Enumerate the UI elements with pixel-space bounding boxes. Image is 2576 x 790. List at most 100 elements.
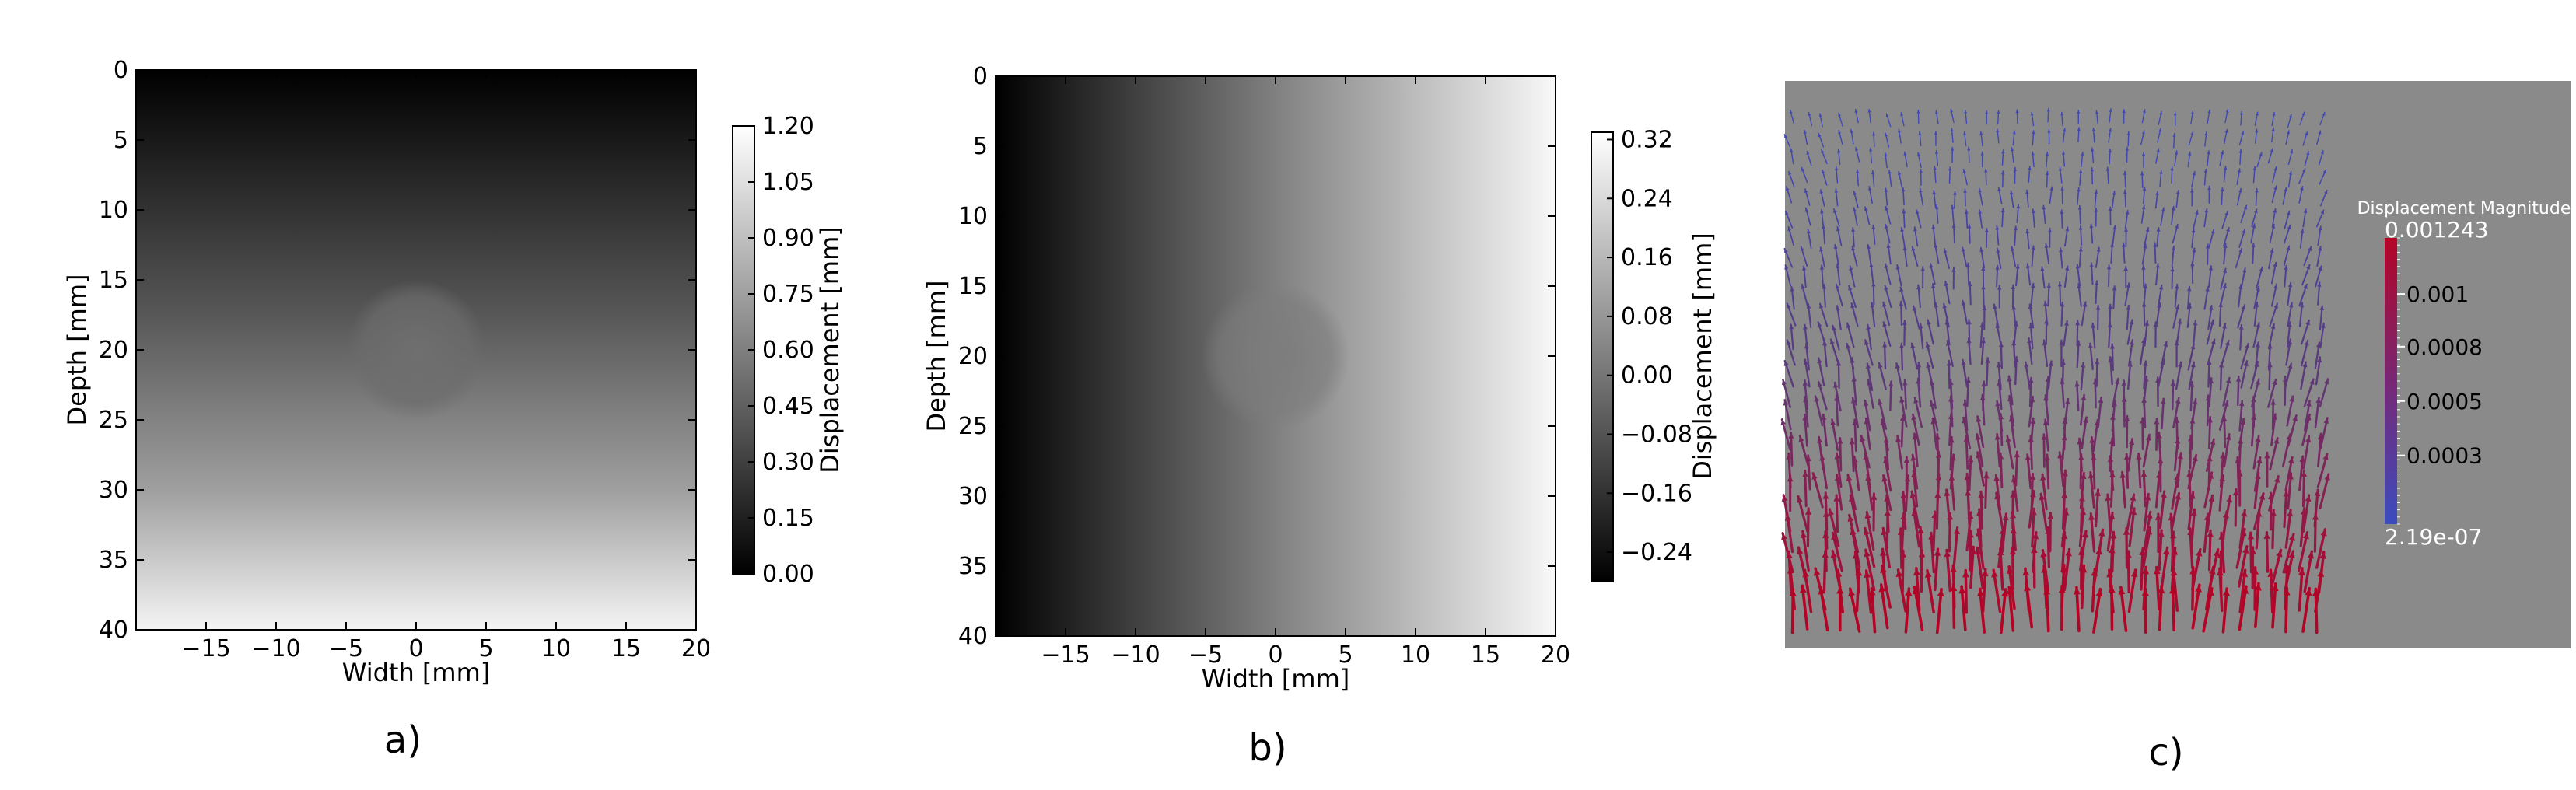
vector-arrowhead	[2010, 147, 2014, 152]
vector-arrowhead	[1962, 169, 1966, 173]
axis-a-xtick-label: 20	[681, 635, 711, 662]
vector-arrowhead	[1797, 496, 1803, 503]
panel-label-c: c)	[2148, 731, 2183, 774]
vector-arrow	[2039, 492, 2048, 531]
vector-arrowhead	[2127, 362, 2133, 367]
vector-arrowhead	[2091, 323, 2096, 328]
vector-arrow	[2237, 545, 2249, 588]
vector-arrowhead	[1822, 551, 1829, 558]
vector-arrowhead	[1848, 589, 1856, 596]
vector-arrowhead	[2046, 283, 2052, 288]
vector-arrow	[2158, 529, 2163, 572]
vector-arrowhead	[2159, 170, 2163, 174]
vector-arrowhead	[2305, 588, 2312, 596]
vector-arrow	[2301, 586, 2311, 633]
vector-arrow	[1910, 490, 1920, 529]
vector-arrowhead	[1819, 265, 1825, 270]
vector-arrowhead	[2287, 473, 2294, 480]
colorbar-a-tick-label: 1.20	[762, 113, 814, 140]
vector-arrowhead	[2276, 550, 2283, 558]
vector-arrowhead	[1916, 152, 1921, 156]
vector-arrowhead	[1998, 342, 2004, 348]
vector-arrowhead	[2079, 495, 2085, 502]
vector-arrowhead	[2222, 589, 2230, 596]
vector-arrowhead	[2009, 547, 2017, 555]
vector-arrowhead	[1878, 362, 1883, 369]
colorbar-a-tick-label: 0.30	[762, 449, 814, 476]
vector-arrowhead	[1852, 551, 1860, 559]
vector-arrowhead	[1788, 171, 1792, 176]
vector-arrowhead	[2191, 229, 2196, 233]
vector-arrowhead	[2094, 281, 2099, 285]
vector-arrowhead	[2096, 247, 2101, 252]
vector-arrowhead	[2267, 344, 2273, 349]
vector-arrowhead	[1899, 287, 1904, 292]
vector-arrowhead	[1864, 570, 1871, 579]
vector-arrowhead	[2205, 244, 2210, 249]
vector-arrowhead	[2320, 210, 2325, 215]
vector-arrowhead	[1997, 453, 2004, 460]
vector-arrowhead	[2283, 490, 2290, 497]
vector-arrow	[2271, 582, 2277, 629]
vector-arrowhead	[1822, 531, 1829, 538]
colorbar-ticks-b: −0.24 −0.16 −0.08 0.00 0.08 0.16 0.24 0.32	[1607, 126, 1692, 566]
vector-arrowhead	[1869, 263, 1874, 268]
colorbar-b-tick-label: 0.32	[1621, 126, 1673, 153]
vector-arrowhead	[2058, 166, 2063, 171]
vector-arrowhead	[2287, 509, 2294, 517]
vector-arrowhead	[2130, 569, 2138, 578]
vector-arrow	[2302, 494, 2311, 533]
vector-arrowhead	[1864, 418, 1870, 425]
vector-arrowhead	[1897, 171, 1902, 176]
vector-arrowhead	[2301, 112, 2305, 116]
vector-arrowhead	[1813, 568, 1821, 576]
vector-arrowhead	[2221, 415, 2228, 421]
vector-arrowhead	[1903, 456, 1910, 463]
vector-arrowhead	[1913, 397, 1919, 404]
vector-arrow	[1951, 582, 1956, 629]
vector-arrow	[2191, 583, 2201, 630]
vector-arrowhead	[2287, 130, 2291, 135]
vector-arrowhead	[1885, 114, 1889, 117]
vector-arrowhead	[1953, 527, 1961, 535]
vector-arrowhead	[1787, 566, 1794, 574]
vector-arrowhead	[2203, 513, 2210, 521]
vector-arrowhead	[1819, 454, 1825, 461]
vector-arrowhead	[1984, 169, 1988, 173]
vector-arrowhead	[2110, 414, 2116, 420]
vector-arrowhead	[2028, 436, 2034, 442]
vector-arrowhead	[2060, 187, 2064, 191]
vector-arrowhead	[2271, 583, 2279, 592]
vector-arrowhead	[2062, 470, 2068, 477]
vector-arrow	[1913, 586, 1924, 631]
vector-arrowhead	[2106, 265, 2112, 270]
vector-arrowhead	[1787, 303, 1791, 309]
vector-arrow	[2189, 527, 2194, 569]
vector-arrow	[2126, 550, 2130, 594]
vector-arrowhead	[2065, 549, 2072, 557]
vector-arrowhead	[1995, 400, 2001, 407]
vector-arrowhead	[1948, 414, 1954, 420]
vector-arrowhead	[2153, 567, 2161, 575]
vector-arrowhead	[1976, 452, 1982, 459]
vector-arrowhead	[1821, 414, 1827, 421]
axis-b-ytick-label: 15	[958, 273, 988, 300]
vector-arrowhead	[2091, 128, 2095, 131]
vector-arrowhead	[2008, 416, 2014, 422]
axis-b-ytick-label: 30	[958, 483, 988, 510]
vector-arrow	[2203, 512, 2210, 554]
vector-arrowhead	[2095, 110, 2098, 114]
vector-arrowhead	[2083, 417, 2088, 424]
vector-arrowhead	[2136, 453, 2142, 460]
axis-a-ytick-label: 25	[99, 407, 128, 434]
vector-arrowhead	[1835, 570, 1843, 578]
vector-arrowhead	[2028, 377, 2034, 383]
vector-arrowhead	[2082, 302, 2088, 307]
vector-arrowhead	[2240, 418, 2246, 425]
vector-arrowhead	[2040, 550, 2047, 558]
vector-arrowhead	[2141, 302, 2147, 307]
vector-arrow	[1948, 512, 1951, 553]
vector-arrowhead	[2094, 208, 2098, 212]
vector-arrowhead	[1851, 246, 1856, 251]
vector-arrowhead	[1950, 454, 1956, 461]
